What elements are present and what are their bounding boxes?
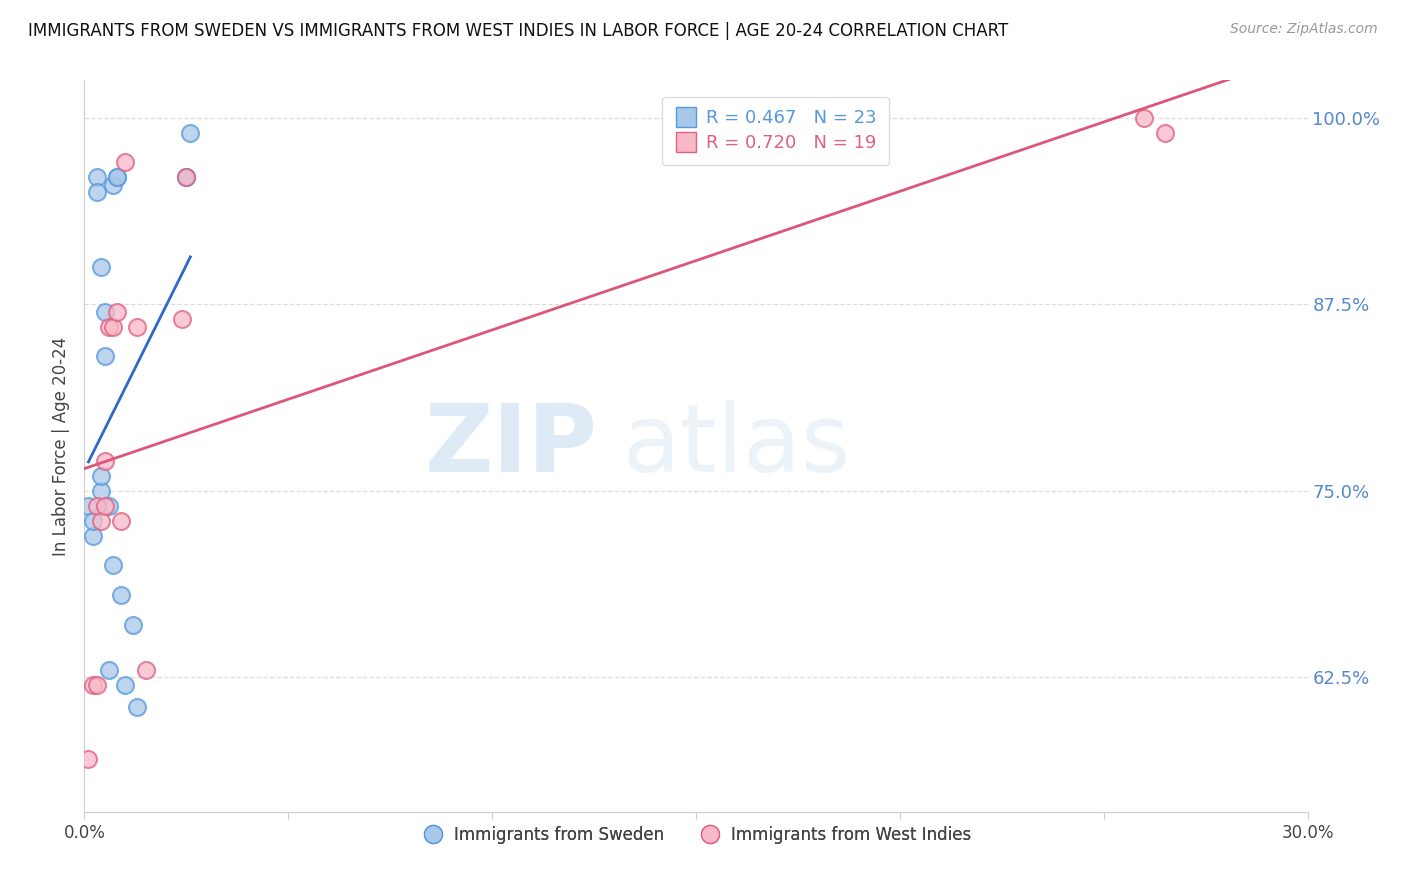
Legend: Immigrants from Sweden, Immigrants from West Indies: Immigrants from Sweden, Immigrants from … — [415, 820, 977, 851]
Y-axis label: In Labor Force | Age 20-24: In Labor Force | Age 20-24 — [52, 336, 70, 556]
Point — [77, 752, 100, 766]
Point — [127, 319, 149, 334]
Point — [122, 618, 145, 632]
Point — [90, 260, 112, 274]
Point — [127, 700, 149, 714]
Point — [97, 499, 120, 513]
Point — [82, 528, 104, 542]
Point — [105, 170, 128, 185]
Point — [110, 514, 132, 528]
Point — [82, 678, 104, 692]
Point — [114, 155, 136, 169]
Point — [93, 499, 115, 513]
Point — [90, 468, 112, 483]
Point — [110, 588, 132, 602]
Point — [90, 514, 112, 528]
Point — [1133, 111, 1156, 125]
Point — [93, 454, 115, 468]
Point — [86, 186, 108, 200]
Point — [101, 558, 124, 573]
Point — [135, 663, 157, 677]
Point — [97, 663, 120, 677]
Point — [82, 514, 104, 528]
Point — [93, 304, 115, 318]
Point — [97, 319, 120, 334]
Text: IMMIGRANTS FROM SWEDEN VS IMMIGRANTS FROM WEST INDIES IN LABOR FORCE | AGE 20-24: IMMIGRANTS FROM SWEDEN VS IMMIGRANTS FRO… — [28, 22, 1008, 40]
Text: atlas: atlas — [623, 400, 851, 492]
Point — [114, 678, 136, 692]
Point — [93, 350, 115, 364]
Point — [101, 319, 124, 334]
Text: ZIP: ZIP — [425, 400, 598, 492]
Point — [86, 170, 108, 185]
Point — [174, 170, 197, 185]
Point — [86, 678, 108, 692]
Point — [101, 178, 124, 192]
Point — [77, 499, 100, 513]
Point — [105, 304, 128, 318]
Point — [90, 483, 112, 498]
Point — [105, 170, 128, 185]
Point — [174, 170, 197, 185]
Point — [174, 170, 197, 185]
Point — [172, 312, 194, 326]
Point — [179, 126, 201, 140]
Point — [1154, 126, 1177, 140]
Text: Source: ZipAtlas.com: Source: ZipAtlas.com — [1230, 22, 1378, 37]
Point — [86, 499, 108, 513]
